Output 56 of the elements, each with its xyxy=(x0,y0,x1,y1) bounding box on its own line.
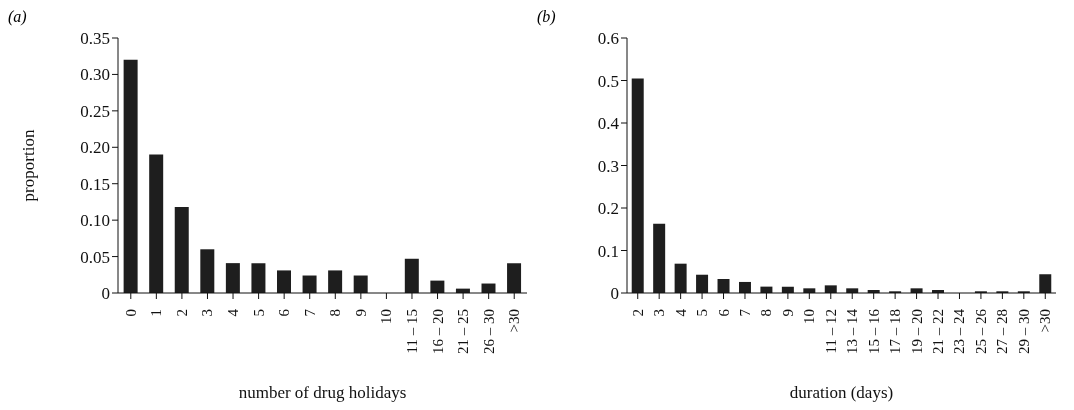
x-tick-label: 23 – 24 xyxy=(951,308,968,354)
chart-title: (a) xyxy=(8,8,27,26)
x-tick-label: 2 xyxy=(173,309,190,317)
x-tick-label: 5 xyxy=(694,309,711,317)
x-tick-label: 6 xyxy=(276,308,293,317)
x-tick-label: 4 xyxy=(225,308,242,317)
x-tick-label: 2 xyxy=(629,309,646,317)
x-tick-label: 3 xyxy=(651,309,668,317)
x-tick-label: 27 – 28 xyxy=(994,309,1011,354)
x-tick-label: 8 xyxy=(327,309,344,317)
x-tick-label: 26 – 30 xyxy=(480,309,497,354)
y-tick-label: 0.05 xyxy=(80,247,110,267)
x-axis-title: duration (days) xyxy=(789,383,894,402)
x-tick-label: 0 xyxy=(122,309,139,317)
x-tick-label: 11 – 12 xyxy=(822,309,839,354)
y-tick-label: 0.5 xyxy=(597,71,619,91)
y-tick-label: 0.25 xyxy=(80,101,110,121)
x-tick-label: 4 xyxy=(672,308,689,317)
x-tick-label: 25 – 26 xyxy=(972,308,989,354)
x-tick-label: 8 xyxy=(758,309,775,317)
x-tick-label: 17 – 18 xyxy=(887,309,904,354)
x-tick-label: 7 xyxy=(736,308,753,317)
x-tick-label: 21 – 25 xyxy=(455,309,472,354)
y-tick-label: 0.3 xyxy=(597,156,619,176)
x-tick-label: 9 xyxy=(779,309,796,317)
x-tick-label: 11 – 15 xyxy=(403,309,420,354)
x-tick-label: 9 xyxy=(352,309,369,317)
x-tick-label: 19 – 20 xyxy=(908,309,925,354)
x-tick-label: 13 – 14 xyxy=(844,308,861,354)
y-axis-title: proportion xyxy=(19,129,39,202)
x-tick-label: 6 xyxy=(715,308,732,317)
y-tick-label: 0.6 xyxy=(597,29,619,49)
x-axis-title: number of drug holidays xyxy=(238,383,407,402)
chart-title: (b) xyxy=(537,8,556,26)
y-tick-label: 0.20 xyxy=(80,138,110,158)
y-tick-label: 0.10 xyxy=(80,211,110,231)
x-tick-label: 5 xyxy=(250,309,267,317)
x-tick-label: 16 – 20 xyxy=(429,309,446,354)
x-tick-label: 29 – 30 xyxy=(1015,309,1032,354)
x-tick-label: 10 xyxy=(801,309,818,324)
x-tick-label: 21 – 22 xyxy=(930,309,947,354)
x-tick-label: >30 xyxy=(506,309,523,333)
x-tick-label: 15 – 16 xyxy=(865,308,882,354)
x-tick-label: 3 xyxy=(199,309,216,317)
y-tick-label: 0.4 xyxy=(597,114,620,134)
y-tick-label: 0.1 xyxy=(597,241,619,261)
x-tick-label: 7 xyxy=(301,308,318,317)
y-tick-label: 0 xyxy=(101,284,110,304)
y-tick-label: 0 xyxy=(610,284,619,304)
y-tick-label: 0.2 xyxy=(597,199,619,219)
x-tick-label: 1 xyxy=(148,309,165,317)
y-tick-label: 0.30 xyxy=(80,65,110,85)
x-tick-label: >30 xyxy=(1037,309,1054,333)
y-tick-label: 0.35 xyxy=(80,29,110,49)
x-tick-label: 10 xyxy=(378,309,395,324)
y-tick-label: 0.15 xyxy=(80,174,110,194)
